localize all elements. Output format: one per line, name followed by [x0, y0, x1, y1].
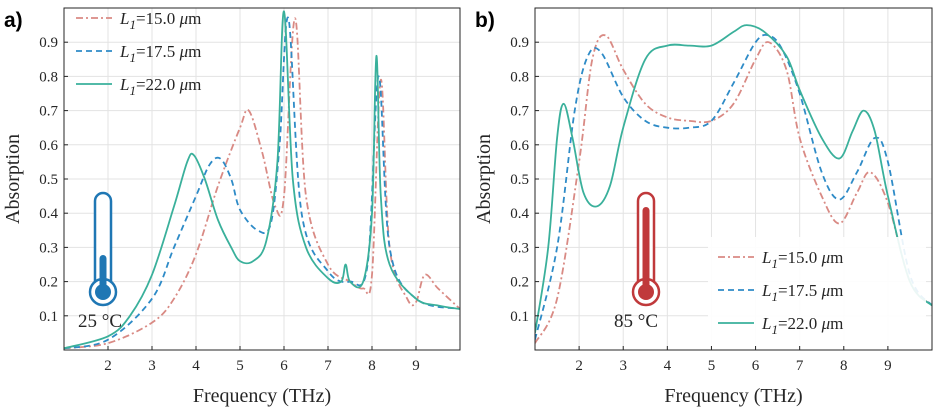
y-tick-label: 0.6 — [39, 138, 58, 154]
chart-panel-a: 2 3 4 5 6 7 8 9 0.1 0.2 0.3 0.4 0.5 0.6 0.7 0.8 0.9 Frequ… — [2, 7, 461, 407]
y-tick-label: 0.9 — [39, 35, 58, 51]
x-tick-label: 4 — [664, 358, 672, 374]
x-tick-label: 2 — [575, 358, 583, 374]
series-line-2 — [535, 33, 932, 340]
x-tick-label: 7 — [796, 358, 804, 374]
x-tick-label: 9 — [412, 358, 420, 374]
y-tick-label: 0.4 — [39, 206, 58, 222]
legend-label-1: L1=15.0 μm — [119, 9, 201, 32]
legend: L1=15.0 μm L1=17.5 μm L1=22.0 μm — [76, 9, 201, 98]
series-line-3 — [535, 24, 932, 334]
y-tick-label: 0.7 — [510, 104, 529, 120]
y-tick-label: 0.1 — [39, 309, 58, 325]
x-tick-label: 9 — [884, 358, 892, 374]
series-group — [535, 24, 932, 344]
temperature-label: 25 °C — [78, 311, 122, 332]
y-tick-label: 0.1 — [510, 309, 529, 325]
y-tick-label: 0.3 — [510, 240, 529, 256]
y-tick-label: 0.7 — [39, 104, 58, 120]
x-tick-label: 8 — [368, 358, 376, 374]
temperature-label: 85 °C — [614, 311, 658, 332]
y-tick-label: 0.6 — [510, 138, 529, 154]
x-tick-label: 2 — [104, 358, 112, 374]
legend-label-2: L1=17.5 μm — [761, 281, 843, 304]
y-axis-label: Absorption — [473, 134, 495, 224]
series-group — [64, 10, 460, 350]
x-tick-label: 8 — [840, 358, 848, 374]
legend-label-3: L1=22.0 μm — [119, 75, 201, 98]
grid — [64, 8, 460, 350]
y-tick-label: 0.2 — [510, 275, 529, 291]
x-tick-label: 5 — [708, 358, 716, 374]
thermometer-cold-icon — [88, 191, 118, 307]
x-axis-label: Frequency (THz) — [664, 385, 802, 407]
y-tick-label: 0.3 — [39, 240, 58, 256]
x-axis-label: Frequency (THz) — [193, 385, 331, 407]
x-tick-label: 3 — [148, 358, 156, 374]
thermometer-hot-icon — [631, 191, 661, 307]
y-axis-label: Absorption — [2, 134, 24, 224]
x-tick-label: 6 — [752, 358, 760, 374]
series-line-1 — [535, 34, 932, 344]
x-tick-label: 7 — [324, 358, 332, 374]
y-tick-label: 0.8 — [510, 69, 529, 85]
x-tick-label: 4 — [192, 358, 200, 374]
chart-panel-b: 2 3 4 5 6 7 8 9 0.1 0.2 0.3 0.4 0.5 0.6 0.7 0.8 0.9 Frequ… — [473, 7, 933, 407]
x-tick-label: 5 — [236, 358, 244, 374]
series-line-2 — [64, 16, 460, 350]
series-line-3 — [64, 10, 460, 350]
x-tick-label: 3 — [619, 358, 627, 374]
series-line-1 — [64, 17, 460, 350]
y-tick-label: 0.4 — [510, 206, 529, 222]
legend-background — [708, 237, 926, 346]
panel-label: b) — [475, 9, 495, 32]
legend: L1=15.0 μm L1=17.5 μm L1=22.0 μm — [708, 237, 926, 346]
panel-label: a) — [4, 9, 23, 32]
y-tick-label: 0.2 — [39, 275, 58, 291]
legend-label-2: L1=17.5 μm — [119, 42, 201, 65]
legend-label-3: L1=22.0 μm — [761, 314, 843, 337]
x-tick-label: 6 — [280, 358, 288, 374]
y-tick-label: 0.5 — [510, 172, 529, 188]
y-tick-label: 0.5 — [39, 172, 58, 188]
y-tick-label: 0.8 — [39, 69, 58, 85]
legend-label-1: L1=15.0 μm — [761, 248, 843, 271]
y-tick-label: 0.9 — [510, 35, 529, 51]
